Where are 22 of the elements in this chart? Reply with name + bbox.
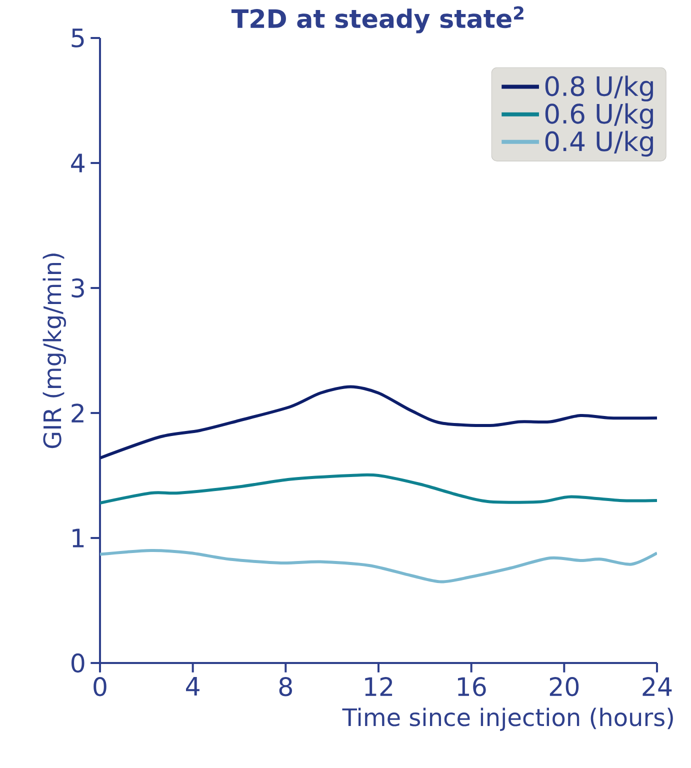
y-axis-title: GIR (mg/kg/min): [42, 254, 66, 448]
x-tick-label: 16: [458, 677, 486, 696]
x-tick-label: 12: [365, 677, 392, 696]
y-tick-label: 4: [71, 154, 85, 172]
x-axis-title: Time since injection (hours): [342, 708, 673, 731]
y-tick-label: 0: [72, 653, 84, 673]
chart-title: T2D at steady state$^{2}$: [231, 6, 524, 34]
legend-label: 0.6 U/kg: [545, 103, 653, 129]
x-tick-label: 24: [642, 677, 672, 696]
line-series: [100, 473, 657, 504]
x-tick-label: 4: [186, 677, 200, 696]
x-tick-label: 20: [550, 677, 579, 696]
y-tick-label: 3: [72, 278, 84, 298]
line-series: [100, 385, 657, 460]
x-tick-label: 8: [279, 677, 292, 696]
y-tick-label: 2: [72, 404, 84, 422]
line-series: [100, 548, 657, 584]
y-tick-label: 5: [72, 28, 84, 48]
legend-label: 0.4 U/kg: [545, 130, 653, 157]
x-tick-label: 0: [94, 677, 106, 696]
legend-label: 0.8 U/kg: [545, 76, 653, 102]
y-tick-label: 1: [72, 528, 84, 548]
